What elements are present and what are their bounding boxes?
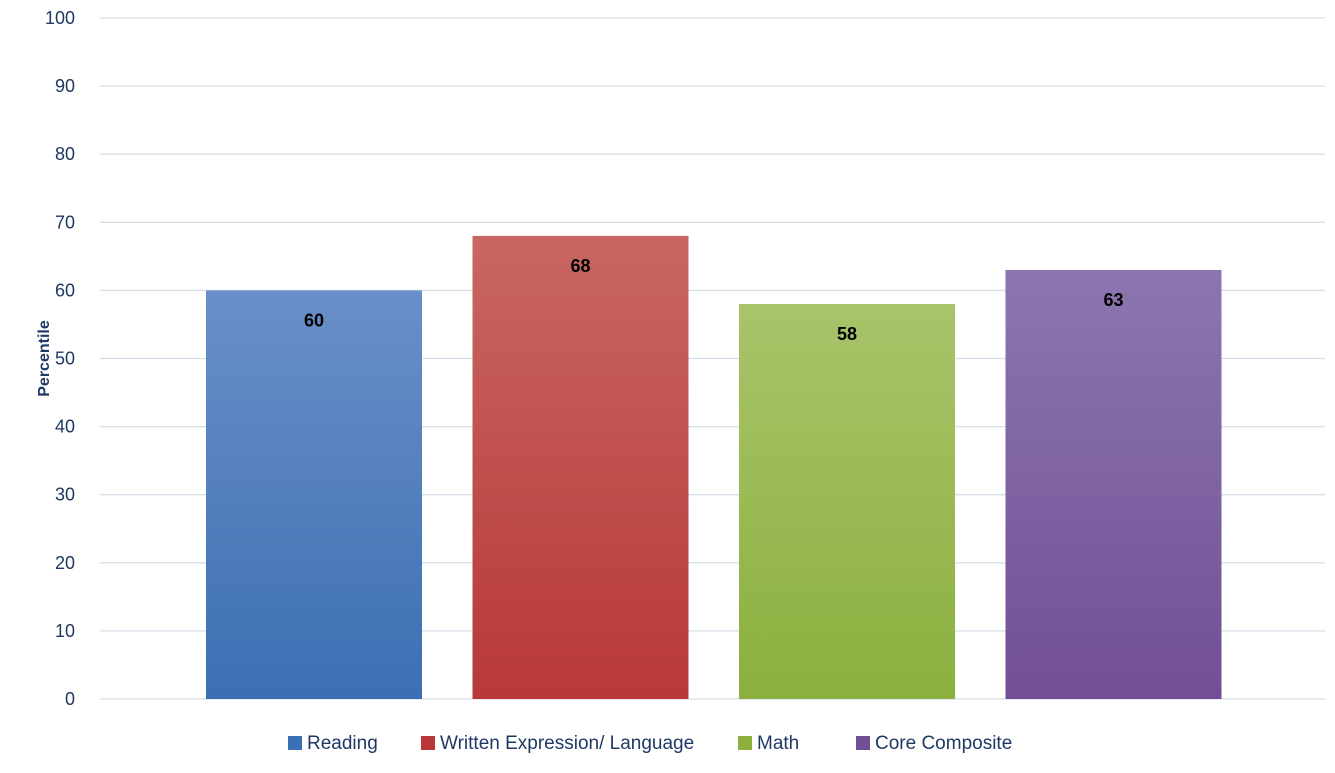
legend-swatch [421, 736, 435, 750]
legend-label: Math [757, 733, 799, 754]
data-labels: 60 68 58 63 [304, 256, 1124, 344]
y-tick-label: 30 [55, 485, 75, 505]
data-label-core-composite: 63 [1103, 290, 1123, 310]
legend: Reading Written Expression/ Language Math C… [288, 733, 1012, 754]
bars [206, 235, 1222, 700]
data-label-reading: 60 [304, 310, 324, 330]
legend-swatch [856, 736, 870, 750]
legend-label: Core Composite [875, 733, 1012, 754]
legend-item-core-composite: Core Composite [856, 733, 1012, 754]
y-tick-label: 90 [55, 76, 75, 96]
legend-item-written-expression-language: Written Expression/ Language [421, 733, 694, 754]
data-label-math: 58 [837, 324, 857, 344]
legend-label: Written Expression/ Language [440, 733, 694, 754]
bar-written-expression-language [472, 235, 689, 700]
legend-swatch [288, 736, 302, 750]
bar-core-composite [1005, 269, 1222, 699]
y-tick-label: 10 [55, 621, 75, 641]
y-axis-label: Percentile [36, 320, 53, 397]
legend-label: Reading [307, 733, 378, 754]
y-tick-label: 40 [55, 417, 75, 437]
y-tick-label: 100 [45, 8, 75, 28]
y-tick-label: 80 [55, 144, 75, 164]
y-tick-label: 50 [55, 349, 75, 369]
bar-reading [206, 290, 422, 699]
y-tick-label: 60 [55, 280, 75, 300]
y-tick-label: 70 [55, 212, 75, 232]
data-label-written-expression-language: 68 [570, 256, 590, 276]
legend-swatch [738, 736, 752, 750]
y-axis-ticks: 0 10 20 30 40 50 60 70 80 90 100 [45, 8, 75, 709]
y-tick-label: 0 [65, 689, 75, 709]
bar-math [739, 304, 955, 699]
y-tick-label: 20 [55, 553, 75, 573]
legend-item-reading: Reading [288, 733, 378, 754]
legend-item-math: Math [738, 733, 799, 754]
